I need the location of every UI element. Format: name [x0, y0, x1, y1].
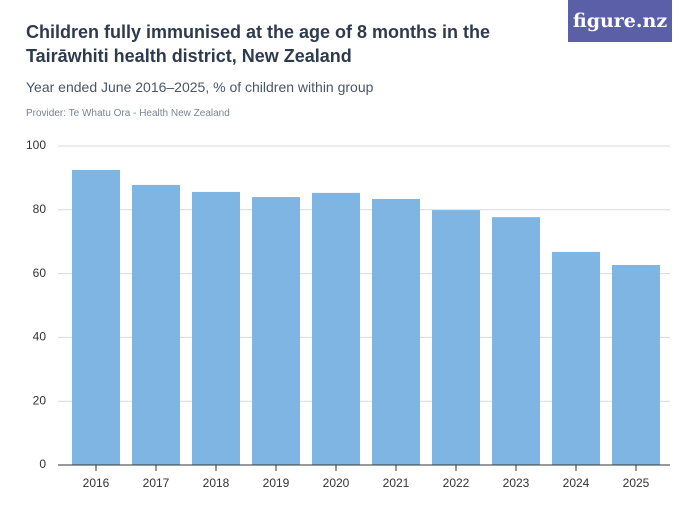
y-tick-label: 100 — [26, 138, 46, 152]
source: Provider: Te Whatu Ora - Health New Zeal… — [26, 108, 230, 119]
x-tick-label: 2024 — [563, 476, 590, 490]
x-tick-label: 2018 — [203, 476, 230, 490]
y-tick-label: 40 — [33, 330, 47, 344]
bar — [252, 197, 300, 466]
x-tick-label: 2020 — [323, 476, 350, 490]
x-tick-label: 2022 — [443, 476, 470, 490]
chart-title: Children fully immunised at the age of 8… — [26, 22, 491, 66]
x-tick-label: 2025 — [623, 476, 650, 490]
bar — [432, 210, 480, 465]
y-tick-label: 80 — [33, 202, 47, 216]
x-tick-label: 2019 — [263, 476, 290, 490]
bar — [192, 191, 240, 465]
x-tick-label: 2016 — [83, 476, 110, 490]
logo[interactable]: figure.nz — [568, 0, 672, 42]
bar — [372, 198, 420, 466]
bar — [132, 184, 180, 465]
bar — [612, 264, 660, 465]
chart-subtitle: Year ended June 2016–2025, % of children… — [26, 79, 374, 95]
y-tick-label: 60 — [33, 266, 47, 280]
y-tick-label: 20 — [33, 393, 47, 407]
bar — [72, 169, 120, 466]
bar — [312, 192, 360, 465]
x-tick-label: 2017 — [143, 476, 170, 490]
x-tick-label: 2021 — [383, 476, 410, 490]
x-tick-label: 2023 — [503, 476, 530, 490]
y-tick-label: 0 — [39, 457, 46, 471]
bar — [492, 217, 540, 465]
bar — [552, 251, 600, 465]
